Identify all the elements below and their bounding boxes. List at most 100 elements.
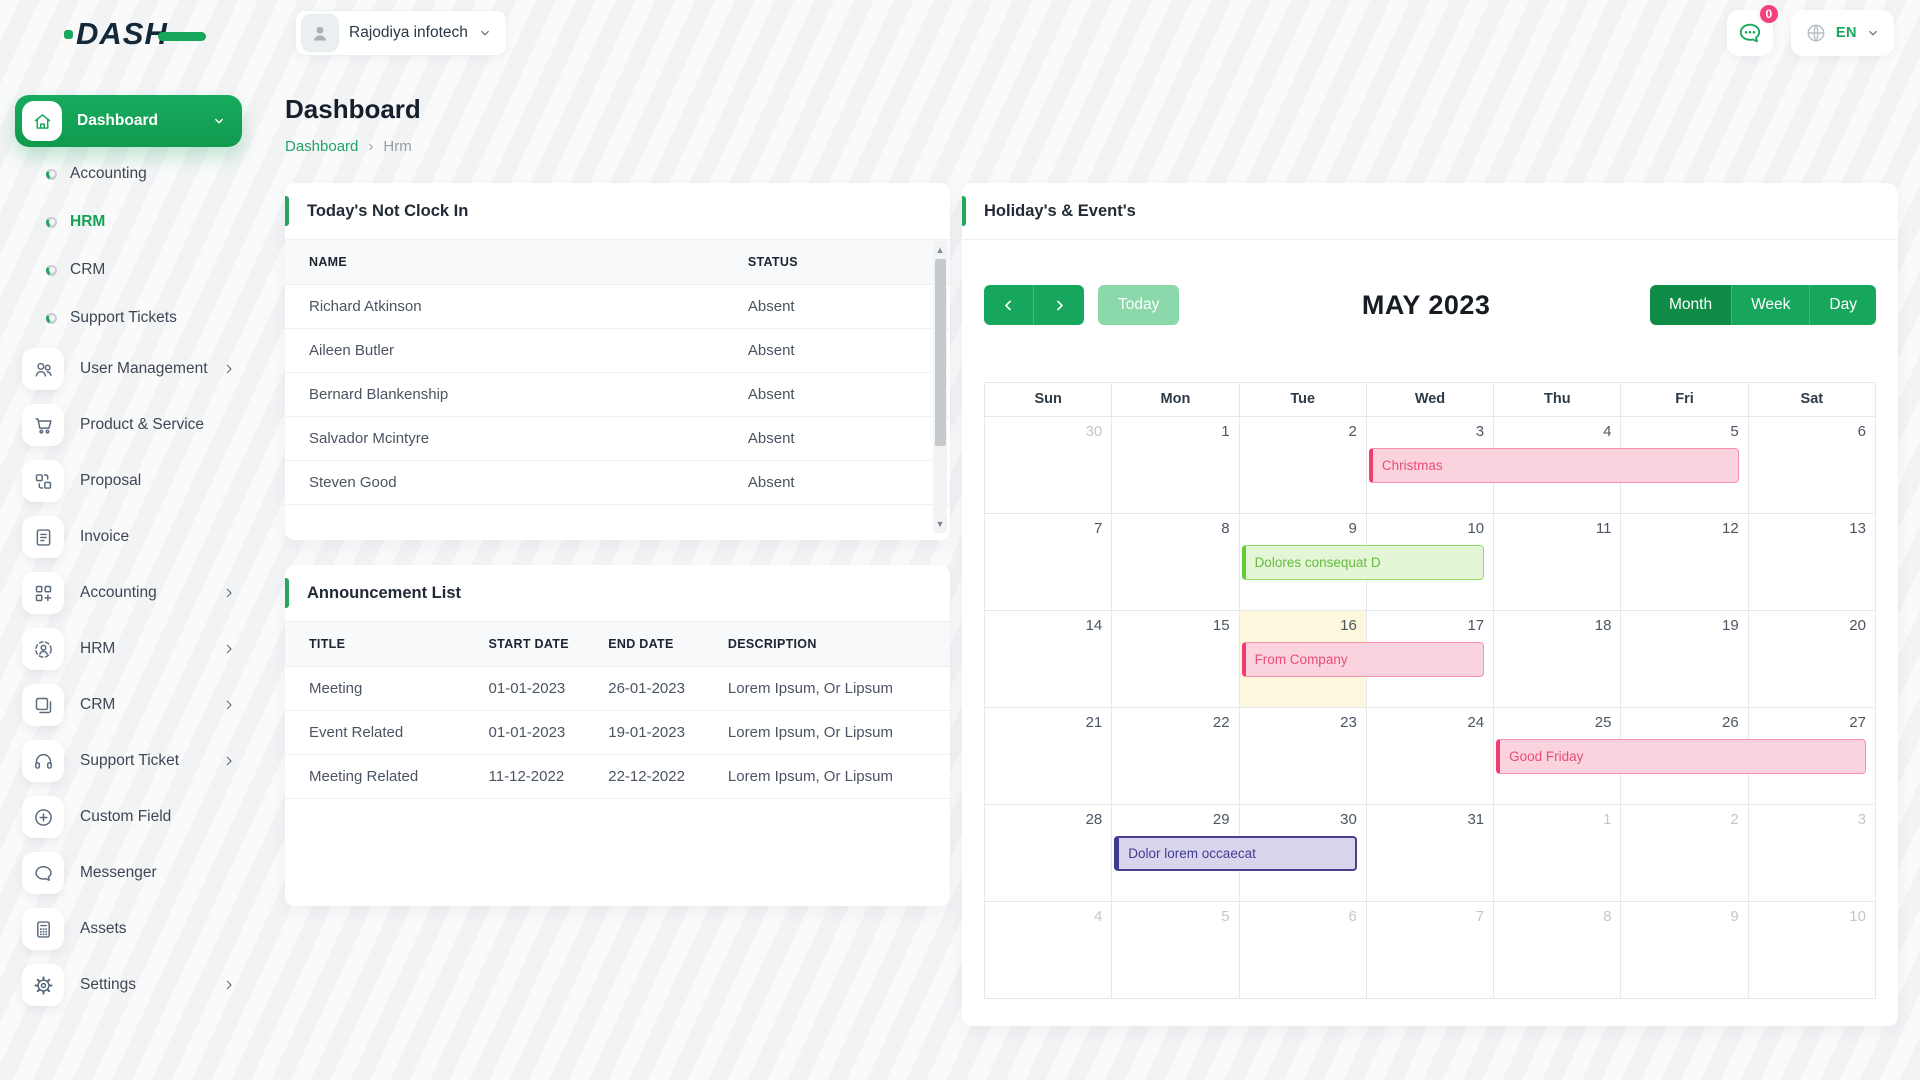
calendar-day-cell[interactable]: 27 [1748,708,1876,805]
calendar-day-cell[interactable]: 11 [1494,514,1622,611]
sidebar-subitem-accounting[interactable]: Accounting [0,150,258,198]
view-week-button[interactable]: Week [1731,285,1810,325]
next-month-button[interactable] [1034,285,1084,325]
chevron-right-icon [222,586,236,600]
calendar-day-cell[interactable]: 5 [1112,902,1240,999]
day-number: 7 [1093,520,1103,537]
calendar-day-cell[interactable]: 17 [1366,611,1495,708]
calendar-day-cell[interactable]: 21 [985,708,1113,805]
calendar-day-cell[interactable]: 15 [1112,611,1240,708]
sidebar-item-invoice[interactable]: Invoice [0,509,258,565]
day-number: 29 [1212,811,1230,828]
sidebar-item-custom-field[interactable]: Custom Field [0,789,258,845]
day-number: 31 [1467,811,1485,828]
calendar-event-good-friday[interactable]: Good Friday [1496,739,1866,774]
breadcrumb-dashboard-link[interactable]: Dashboard [285,138,359,155]
day-number: 5 [1221,908,1230,925]
main-content: Dashboard Dashboard › Hrm Today's Not Cl… [285,64,1898,1080]
calendar-month-title: MAY 2023 [1361,290,1491,320]
calendar-day-cell[interactable]: 10 [1748,902,1876,999]
calendar-day-cell[interactable]: 8 [1112,514,1240,611]
calendar-event-from-company[interactable]: From Company [1241,642,1485,677]
employee-name: Bernard Blankenship [285,372,724,417]
company-selector[interactable]: Rajodiya infotech [295,10,507,56]
sidebar-subitem-support-tickets[interactable]: Support Tickets [0,294,258,342]
sidebar-subitem-label: Accounting [70,165,147,182]
bullet-icon [46,168,57,180]
calendar-day-cell[interactable]: 18 [1494,611,1622,708]
table-row: Meeting 01-01-2023 26-01-2023 Lorem Ipsum, … [285,666,950,711]
scrollbar-thumb[interactable] [934,259,946,446]
gear-icon [22,964,64,1006]
calendar-day-cell[interactable]: 30 [1239,805,1367,902]
calendar-day-cell[interactable]: 28 [985,805,1113,902]
calendar-day-cell[interactable]: 23 [1239,708,1367,805]
bullet-icon [46,216,57,228]
calendar-day-cell[interactable]: 5 [1621,417,1749,514]
calendar-day-cell[interactable]: 2 [1621,805,1749,902]
calendar-day-cell[interactable]: 1 [1494,805,1622,902]
sidebar-item-crm[interactable]: CRM [0,677,258,733]
table-scrollbar[interactable]: ▲ ▼ [933,241,947,533]
day-number: 15 [1212,617,1230,634]
day-number: 19 [1722,617,1739,634]
today-button[interactable]: Today [1098,285,1180,325]
calendar-day-cell[interactable]: 8 [1494,902,1622,999]
sidebar-item-proposal[interactable]: Proposal [0,453,258,509]
day-number: 9 [1730,908,1739,925]
sidebar-item-messenger[interactable]: Messenger [0,845,258,901]
calendar-day-cell[interactable]: 9 [1621,902,1749,999]
calendar-day-cell[interactable]: 4 [985,902,1113,999]
sidebar-item-dashboard[interactable]: Dashboard [15,95,242,147]
calendar-day-cell[interactable]: 22 [1112,708,1240,805]
sidebar-item-support-ticket[interactable]: Support Ticket [0,733,258,789]
calendar-day-cell[interactable]: 10 [1366,514,1495,611]
calendar-day-cell[interactable]: 2 [1239,417,1367,514]
sidebar-item-settings[interactable]: Settings [0,957,258,1013]
sidebar-item-accounting[interactable]: Accounting [0,565,258,621]
calendar-day-cell[interactable]: 12 [1621,514,1749,611]
calendar-event-christmas[interactable]: Christmas [1368,448,1739,483]
day-number: 16 [1340,617,1357,634]
topbar-actions: 0 EN [1726,3,1894,56]
calendar-day-cell[interactable]: 31 [1366,805,1495,902]
calendar-day-cell[interactable]: 19 [1621,611,1749,708]
view-day-button[interactable]: Day [1809,285,1876,325]
calendar-event-dolores-consequat-d[interactable]: Dolores consequat D [1241,545,1485,580]
sidebar-item-user-management[interactable]: User Management [0,341,258,397]
table-row: Event Related 01-01-2023 19-01-2023 Lorem I… [285,710,950,755]
day-number: 20 [1849,617,1866,634]
sidebar-item-hrm[interactable]: HRM [0,621,258,677]
calendar-day-cell[interactable]: 7 [985,514,1113,611]
sidebar-subitem-crm[interactable]: CRM [0,246,258,294]
day-number: 17 [1467,617,1485,634]
sidebar-subitem-hrm[interactable]: HRM [0,198,258,246]
announcement-end: 26-01-2023 [584,666,704,711]
prev-month-button[interactable] [984,285,1034,325]
calendar-day-cell[interactable]: 14 [985,611,1113,708]
logo-dot-icon [64,29,73,39]
calendar-day-cell[interactable]: 7 [1366,902,1495,999]
calendar-day-cell[interactable]: 20 [1748,611,1876,708]
calendar-event-dolor-lorem-occaecat[interactable]: Dolor lorem occaecat [1114,836,1357,871]
sidebar-item-assets[interactable]: Assets [0,901,258,957]
sidebar-item-product-service[interactable]: Product & Service [0,397,258,453]
calendar-day-cell[interactable]: 6 [1748,417,1876,514]
chat-icon [1739,23,1760,43]
scroll-up-icon[interactable]: ▲ [935,245,945,255]
day-number: 2 [1730,811,1739,828]
day-number: 30 [1085,423,1103,440]
calendar-day-cell[interactable]: 30 [985,417,1113,514]
calendar-day-cell[interactable]: 1 [1112,417,1240,514]
calendar-day-cell[interactable]: 13 [1748,514,1876,611]
column-header: TITLE [285,622,465,667]
scroll-down-icon[interactable]: ▼ [935,519,945,529]
language-selector[interactable]: EN [1790,10,1894,56]
language-label: EN [1835,25,1857,41]
calendar-day-cell[interactable]: 6 [1239,902,1367,999]
view-month-button[interactable]: Month [1649,285,1732,325]
calendar-day-cell[interactable]: 3 [1748,805,1876,902]
calendar-day-cell[interactable]: 24 [1366,708,1495,805]
messages-button[interactable]: 0 [1726,3,1780,56]
